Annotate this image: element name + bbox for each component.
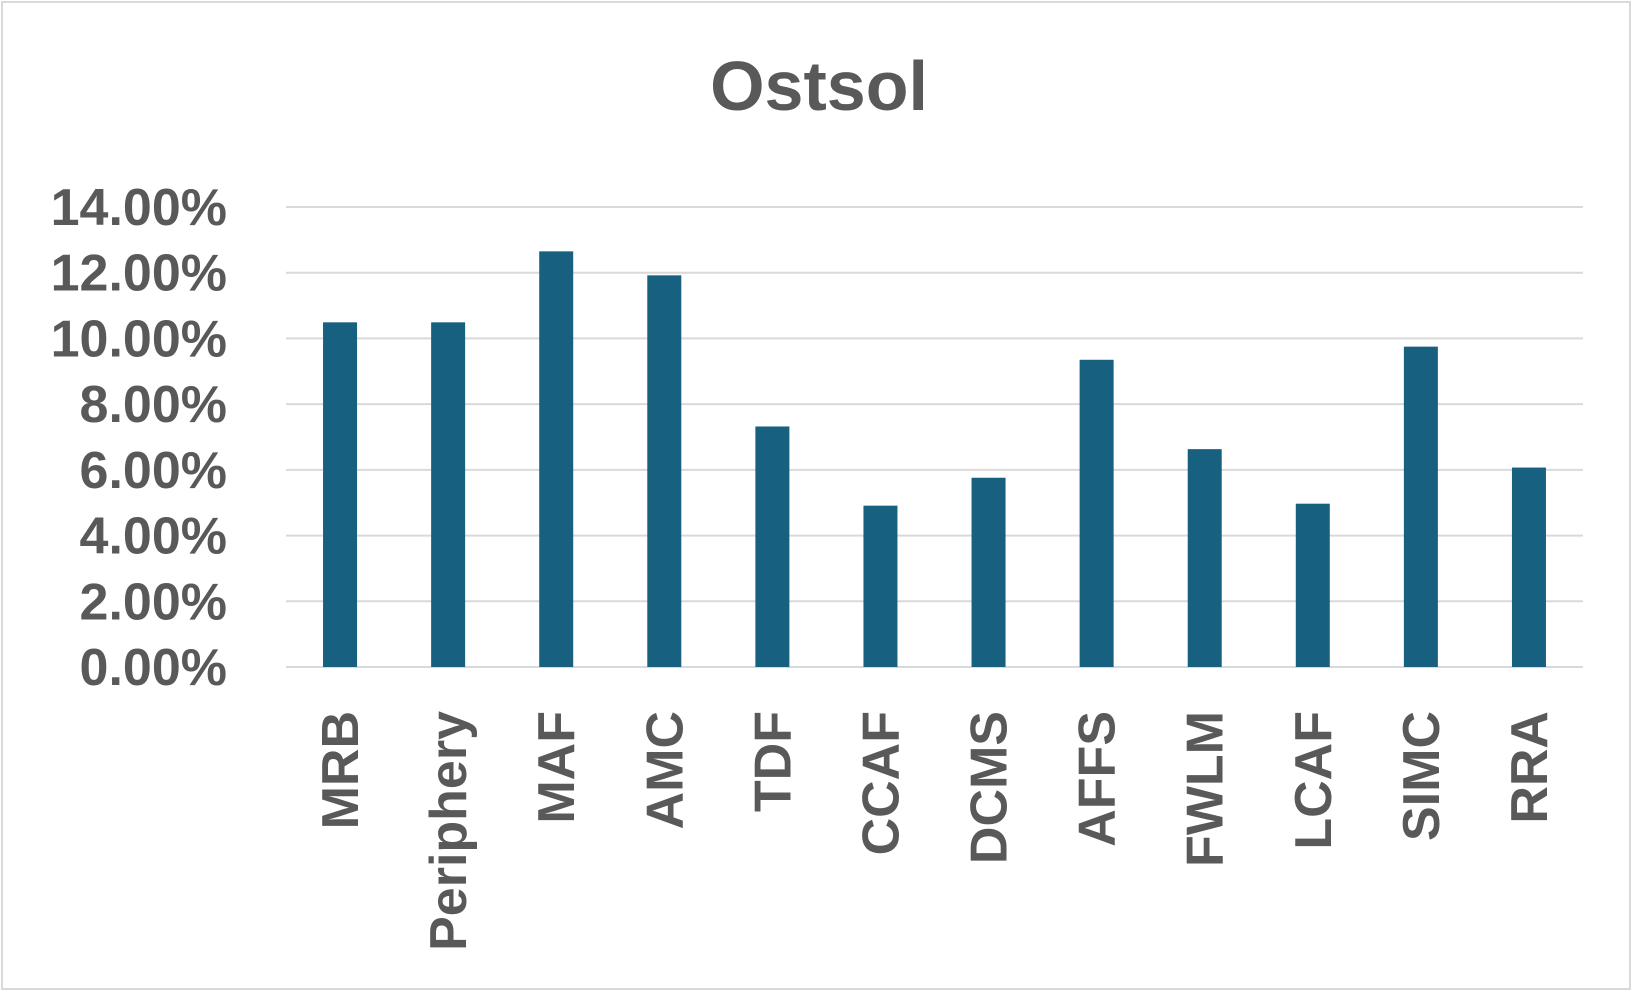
bar-lcaf xyxy=(1295,503,1330,667)
x-tick-label: CCAF xyxy=(852,711,910,855)
x-tick-label: MRB xyxy=(312,711,370,829)
x-tick-label: FWLM xyxy=(1177,711,1235,867)
y-tick-label: 10.00% xyxy=(51,310,227,368)
bar-maf xyxy=(539,251,574,667)
bar-ccaf xyxy=(863,505,898,667)
bar-fwlm xyxy=(1187,449,1222,667)
x-tick-label: MAF xyxy=(528,711,586,824)
y-tick-label: 6.00% xyxy=(80,442,227,500)
y-tick-label: 2.00% xyxy=(80,573,227,631)
bar-chart: Ostsol 0.00% 2.00% 4.00% 6.00% 8.00% 10.00% 12… xyxy=(51,47,1583,951)
y-tick-label: 4.00% xyxy=(80,508,227,566)
bar-affs xyxy=(1079,359,1114,667)
x-tick-label: AMC xyxy=(636,711,694,829)
y-tick-label: 0.00% xyxy=(80,639,227,697)
bar-dcms xyxy=(971,477,1006,667)
chart-title: Ostsol xyxy=(710,47,928,125)
gridlines xyxy=(286,206,1583,668)
x-tick-label: TDF xyxy=(744,711,802,812)
x-tick-label: DCMS xyxy=(961,711,1019,864)
y-tick-label: 14.00% xyxy=(51,179,227,237)
y-tick-label: 12.00% xyxy=(51,245,227,303)
x-tick-label: AFFS xyxy=(1069,711,1127,847)
x-axis-ticks: MRB Periphery MAF AMC TDF CCAF DCMS AFFS FWLM LCA… xyxy=(312,711,1559,951)
bar-periphery xyxy=(431,322,466,667)
x-tick-label: SIMC xyxy=(1393,711,1451,841)
bar-mrb xyxy=(323,322,358,667)
x-tick-label: RRA xyxy=(1501,711,1559,824)
y-tick-label: 8.00% xyxy=(80,376,227,434)
bar-rra xyxy=(1511,467,1546,667)
bar-simc xyxy=(1403,346,1438,667)
bar-tdf xyxy=(755,426,790,667)
bar-amc xyxy=(647,275,682,667)
bars xyxy=(323,251,1546,667)
y-axis-ticks: 0.00% 2.00% 4.00% 6.00% 8.00% 10.00% 12.00% 14.… xyxy=(51,179,227,697)
x-tick-label: LCAF xyxy=(1285,711,1343,850)
x-tick-label: Periphery xyxy=(420,711,478,951)
